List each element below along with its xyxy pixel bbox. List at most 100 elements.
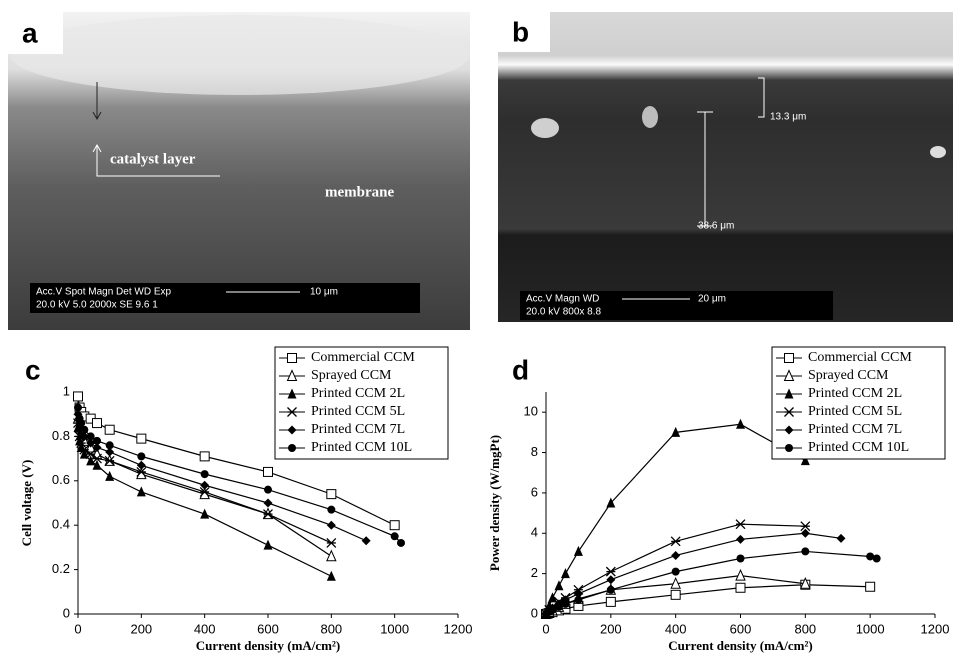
marker (200, 452, 209, 461)
panel-label: b (512, 16, 529, 47)
marker (736, 583, 745, 592)
page: {"images": [ {"panel_label": "a", "label… (0, 0, 953, 657)
x-tick-label: 800 (320, 621, 342, 636)
marker (548, 592, 557, 602)
marker (736, 520, 745, 529)
marker (561, 568, 570, 578)
y-tick-label: 6 (531, 484, 538, 499)
marker (574, 596, 582, 604)
marker (327, 571, 336, 581)
marker (736, 419, 745, 429)
marker (397, 539, 405, 547)
x-axis-title: Current density (mA/cm²) (196, 638, 340, 653)
y-tick-label: 2 (531, 565, 538, 580)
sem-image-a: a catalyst layer membrane Acc.V Spot Mag… (8, 12, 470, 330)
marker (606, 567, 615, 576)
marker (327, 551, 336, 561)
legend-label: Printed CCM 5L (808, 404, 902, 419)
measure-label: 13.3 μm (770, 112, 806, 123)
marker (264, 467, 273, 476)
y-tick-label: 10 (524, 404, 538, 419)
x-tick-label: 1000 (380, 621, 409, 636)
y-tick-label: 0 (531, 605, 538, 620)
legend-label: Commercial CCM (311, 350, 415, 365)
x-tick-label: 1200 (921, 621, 950, 636)
x-tick-label: 200 (600, 621, 622, 636)
marker (672, 568, 680, 576)
x-axis-title: Current density (mA/cm²) (668, 638, 812, 653)
particle (531, 118, 559, 138)
legend-label: Printed CCM 5L (311, 404, 405, 419)
marker (105, 471, 114, 481)
marker (671, 590, 680, 599)
y-axis-title: Power density (W/mgPt) (487, 435, 502, 571)
marker (607, 586, 615, 594)
sem-label: catalyst layer (110, 151, 196, 167)
marker (264, 486, 272, 494)
x-tick-label: 400 (665, 621, 687, 636)
y-tick-label: 4 (531, 525, 538, 540)
marker (93, 419, 102, 428)
info-values: 20.0 kV 5.0 2000x SE 9.6 1 (36, 300, 158, 311)
legend-label: Printed CCM 2L (808, 386, 902, 401)
sem-background (498, 12, 953, 322)
marker (736, 535, 745, 544)
marker (264, 499, 273, 508)
info-header: Acc.V Magn WD (526, 294, 599, 305)
series-line (546, 533, 841, 614)
particle (930, 146, 946, 158)
catalyst-texture (10, 15, 470, 95)
scale-label: 20 μm (698, 294, 726, 305)
x-tick-label: 800 (794, 621, 816, 636)
marker (74, 404, 82, 412)
marker (362, 536, 371, 545)
y-axis-title: Cell voltage (V) (19, 460, 34, 547)
marker (671, 551, 680, 560)
x-tick-label: 1200 (444, 621, 473, 636)
figure: a catalyst layer membrane Acc.V Spot Mag… (0, 0, 953, 657)
x-tick-label: 600 (257, 621, 279, 636)
marker (288, 444, 296, 452)
panel-label: c (25, 354, 41, 385)
marker (93, 437, 101, 445)
x-tick-label: 200 (130, 621, 152, 636)
marker (264, 540, 273, 550)
y-tick-label: 0.8 (52, 428, 70, 443)
marker (736, 570, 745, 580)
marker (288, 354, 297, 363)
marker (137, 452, 145, 460)
x-tick-label: 1000 (856, 621, 885, 636)
scale-label: 10 μm (310, 287, 338, 298)
legend-label: Printed CCM 7L (808, 422, 902, 437)
legend-label: Commercial CCM (808, 350, 912, 365)
x-tick-label: 0 (74, 621, 81, 636)
marker (327, 521, 336, 530)
marker (390, 521, 399, 530)
marker (327, 506, 335, 514)
marker (866, 582, 875, 591)
marker (137, 469, 146, 479)
particle (642, 106, 658, 128)
marker (606, 575, 615, 584)
legend-label: Printed CCM 7L (311, 422, 405, 437)
y-tick-label: 0 (63, 605, 70, 620)
marker (737, 555, 745, 563)
marker (106, 441, 114, 449)
legend-label: Printed CCM 10L (311, 440, 412, 455)
x-tick-label: 600 (730, 621, 752, 636)
marker (873, 555, 881, 563)
panel-label: d (512, 354, 529, 385)
marker (561, 600, 569, 608)
y-tick-label: 0.6 (52, 472, 70, 487)
panel-label: a (22, 17, 38, 48)
marker (671, 537, 680, 546)
legend-label: Sprayed CCM (808, 368, 889, 383)
y-tick-label: 1 (63, 383, 70, 398)
marker (554, 580, 563, 590)
marker (836, 534, 845, 543)
marker (105, 425, 114, 434)
sem-image-b: b 13.3 μm 38.6 μm Acc.V Magn WD 20.0 kV … (498, 12, 953, 322)
legend-label: Printed CCM 2L (311, 386, 405, 401)
marker (137, 486, 146, 496)
series-line (546, 585, 870, 614)
